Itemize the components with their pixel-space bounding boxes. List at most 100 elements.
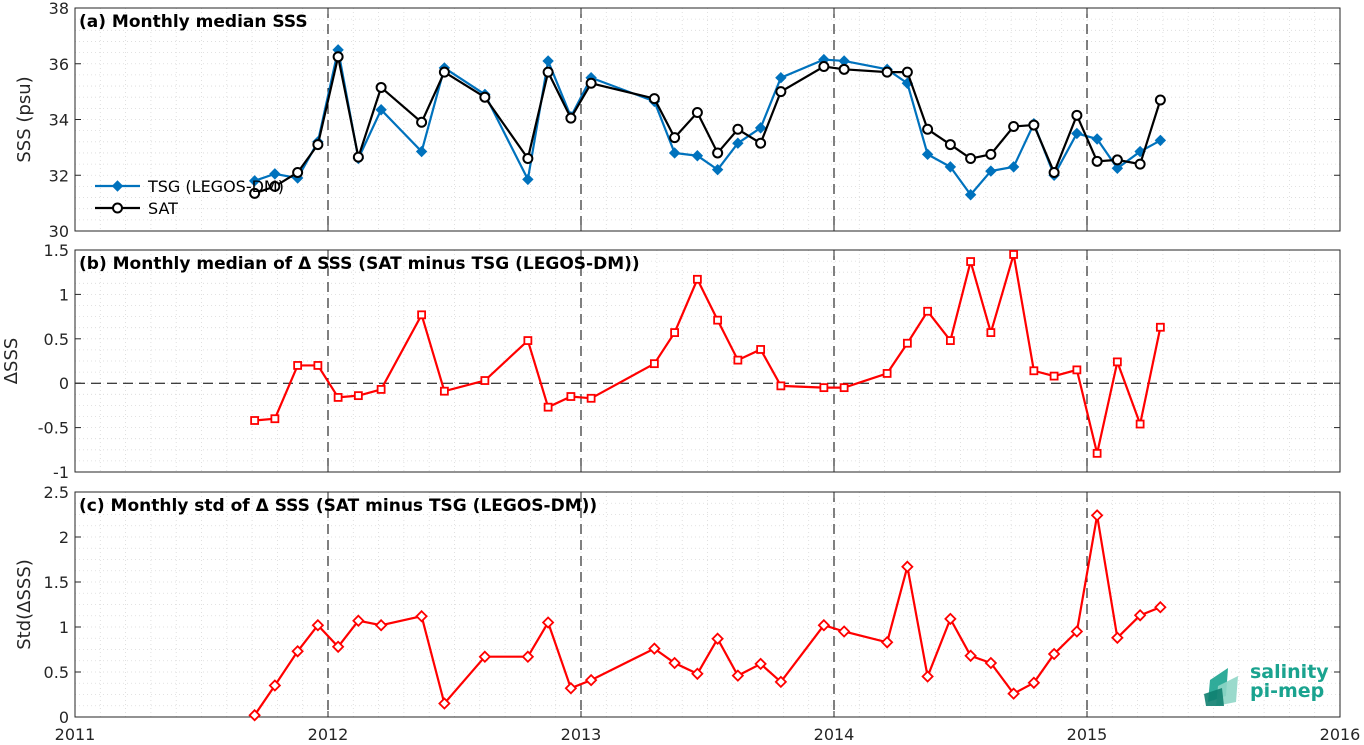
data-point	[964, 649, 977, 663]
data-point	[374, 618, 388, 632]
data-point	[985, 165, 997, 177]
data-point	[731, 669, 745, 682]
data-point	[1072, 365, 1082, 375]
data-point	[1027, 676, 1041, 690]
data-point	[248, 708, 261, 722]
data-point	[733, 355, 743, 365]
data-point	[250, 416, 260, 425]
data-point	[1048, 166, 1060, 178]
data-point	[1111, 631, 1124, 645]
data-point	[670, 328, 680, 337]
data-point	[1007, 161, 1020, 173]
data-point	[1090, 509, 1104, 522]
data-point	[668, 147, 681, 159]
data-point	[776, 381, 786, 391]
data-point	[268, 679, 282, 692]
data-point	[901, 560, 914, 573]
data-point	[986, 328, 996, 337]
data-point	[438, 697, 451, 710]
data-point	[1071, 127, 1083, 140]
data-point	[756, 345, 766, 354]
data-point	[291, 645, 304, 658]
data-point	[818, 61, 830, 73]
data-point	[880, 636, 894, 649]
x-axis-year-ticks: 2011 2012 2013 2014 2015 2016	[55, 725, 1361, 744]
y-axis-label: ΔSSS	[1, 338, 22, 385]
data-point	[269, 168, 281, 180]
data-point	[922, 123, 934, 135]
data-point	[248, 175, 261, 187]
data-point	[1029, 366, 1039, 376]
data-point	[839, 383, 849, 393]
data-point	[648, 642, 661, 655]
data-point	[416, 116, 428, 128]
data-point	[1154, 94, 1166, 106]
data-point	[586, 393, 596, 403]
data-point	[415, 145, 428, 158]
data-point	[1111, 162, 1124, 174]
y-tick-label: -1	[53, 463, 69, 482]
data-point	[543, 402, 553, 412]
data-point	[691, 667, 704, 681]
logo-line-2: pi-mep	[1250, 680, 1324, 702]
data-point	[478, 650, 492, 663]
data-point	[984, 656, 998, 670]
data-point	[1154, 134, 1167, 147]
data-point	[691, 107, 703, 119]
series-line	[254, 49, 1161, 197]
y-tick-label: 30	[49, 222, 69, 241]
data-point	[648, 93, 660, 105]
data-point	[313, 361, 323, 370]
data-point	[713, 315, 723, 325]
data-point	[293, 361, 303, 370]
data-point	[819, 383, 829, 393]
data-point	[1133, 609, 1147, 622]
data-point	[522, 153, 534, 165]
data-point	[439, 386, 449, 396]
x-tick-label: 2011	[55, 725, 96, 744]
x-tick-label: 2014	[814, 725, 855, 744]
data-point	[1070, 625, 1084, 638]
data-point	[480, 376, 490, 385]
y-tick-label: 2.5	[44, 483, 69, 502]
data-point	[882, 369, 892, 378]
data-point	[732, 137, 744, 149]
data-point	[712, 147, 724, 159]
x-tick-label: 2015	[1067, 725, 1108, 744]
data-point	[352, 614, 365, 627]
y-tick-label: 0.5	[44, 663, 69, 682]
data-point	[838, 63, 850, 75]
y-tick-label: 0	[59, 708, 69, 727]
data-point	[837, 625, 851, 638]
x-tick-label: 2012	[308, 725, 349, 744]
panel-title: (a) Monthly median SSS	[79, 12, 308, 32]
data-point	[542, 55, 554, 67]
data-point	[901, 66, 913, 78]
data-point	[353, 391, 363, 401]
data-point	[331, 640, 345, 654]
y-tick-label: 38	[49, 0, 69, 18]
data-point	[1091, 133, 1103, 145]
y-axis-label: SSS (psu)	[14, 76, 35, 162]
data-point	[269, 180, 281, 192]
data-point	[923, 306, 933, 316]
data-point	[754, 122, 767, 134]
panel-a-monthly-median-sss: 30 32 34 36 38 SSS (psu) (a) Monthly median SS…	[14, 0, 1341, 241]
data-point	[964, 189, 977, 201]
panel-c-monthly-std-delta-sss: 0 0.5 1 1.5 2 2.5 Std(ΔSSS) (c) Monthly std of …	[14, 483, 1341, 727]
data-point	[376, 385, 386, 394]
data-point	[711, 632, 724, 645]
legend-entry: TSG (LEGOS-DM)	[147, 177, 284, 196]
y-tick-label: 0.5	[44, 330, 69, 349]
y-tick-label: 34	[49, 111, 69, 130]
data-point	[754, 657, 767, 671]
y-tick-label: 0	[59, 374, 69, 393]
panel-title: (b) Monthly median of Δ SSS (SAT minus T…	[79, 254, 640, 274]
data-point	[1047, 647, 1061, 661]
data-point	[311, 618, 325, 632]
data-point	[775, 71, 787, 84]
data-point	[1007, 687, 1020, 700]
y-tick-label: 2	[59, 528, 69, 547]
series-sat	[249, 51, 1166, 199]
data-point	[1154, 600, 1167, 614]
